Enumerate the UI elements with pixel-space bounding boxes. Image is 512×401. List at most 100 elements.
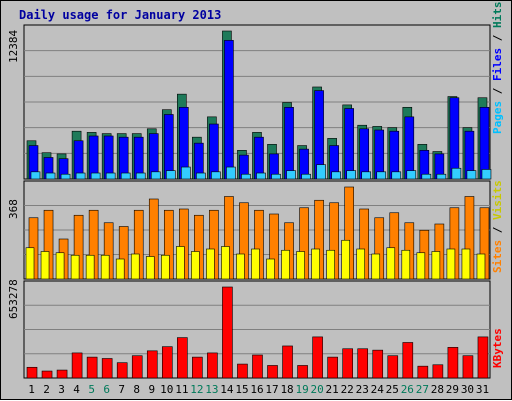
bar-files	[359, 128, 370, 180]
bar-kbytes	[222, 286, 233, 379]
day-label: 4	[73, 383, 80, 396]
bar-kbytes	[402, 342, 414, 379]
bar-kbytes	[161, 346, 173, 379]
bar-visits	[176, 246, 185, 280]
bar-kbytes	[131, 355, 143, 379]
bar-pages	[211, 171, 221, 180]
bar-kbytes	[71, 352, 83, 379]
bar-kbytes	[312, 336, 323, 379]
bar-visits	[115, 258, 125, 280]
bar-visits	[55, 252, 65, 280]
legend-entry: /	[491, 28, 504, 48]
bar-kbytes	[372, 349, 384, 379]
bar-pages	[271, 173, 281, 180]
bar-pages	[286, 170, 296, 180]
bar-visits	[401, 249, 411, 280]
day-label: 27	[416, 383, 429, 396]
bar-kbytes	[56, 369, 68, 379]
bar-pages	[120, 172, 131, 180]
day-label: 20	[311, 383, 324, 396]
bar-kbytes	[86, 356, 98, 379]
legend-entry: /	[491, 220, 504, 240]
bar-visits	[160, 254, 170, 280]
bar-pages	[316, 164, 326, 180]
chart-title: Daily usage for January 2013	[19, 8, 221, 22]
day-label: 15	[235, 383, 248, 396]
bar-files	[163, 114, 174, 180]
bar-visits	[281, 249, 290, 280]
bar-pages	[30, 171, 41, 180]
bar-visits	[85, 254, 95, 280]
bar-pages	[391, 171, 402, 180]
day-label: 13	[205, 383, 218, 396]
day-label: 16	[250, 383, 263, 396]
bar-visits	[251, 248, 260, 280]
bar-visits	[221, 246, 230, 280]
bar-kbytes	[101, 358, 113, 379]
bar-visits	[40, 251, 50, 280]
bar-pages	[376, 171, 387, 180]
bar-kbytes	[252, 354, 263, 379]
bar-kbytes	[282, 345, 293, 379]
bar-kbytes	[207, 352, 218, 379]
day-label: 8	[133, 383, 140, 396]
bar-pages	[165, 170, 176, 180]
bar-pages	[150, 171, 161, 180]
bar-pages	[75, 172, 86, 180]
bar-visits	[145, 256, 155, 280]
day-label: 3	[58, 383, 65, 396]
bar-files	[224, 40, 234, 180]
bar-kbytes	[477, 336, 489, 379]
day-label: 28	[431, 383, 444, 396]
bar-visits	[356, 248, 366, 280]
legend: KBytes	[491, 328, 504, 368]
bar-visits	[100, 254, 110, 280]
bar-kbytes	[146, 350, 158, 379]
bar-visits	[70, 254, 80, 280]
max-label: 653278	[7, 279, 20, 319]
bar-pages	[436, 173, 447, 180]
day-label: 14	[220, 383, 234, 396]
legend-entry: Files	[491, 48, 504, 81]
bar-visits	[371, 253, 381, 280]
bar-files	[88, 135, 99, 180]
bar-kbytes	[237, 363, 248, 379]
bar-pages	[421, 173, 432, 180]
bar-visits	[191, 251, 200, 280]
day-label: 1	[28, 383, 35, 396]
bar-visits	[446, 248, 456, 280]
bar-kbytes	[357, 348, 369, 379]
bar-kbytes	[192, 356, 203, 379]
day-label: 5	[88, 383, 95, 396]
day-label: 2	[43, 383, 50, 396]
day-label: 17	[265, 383, 278, 396]
bar-pages	[196, 172, 206, 180]
bar-pages	[481, 169, 492, 180]
bar-pages	[346, 170, 356, 180]
legend-entry: Hits	[491, 2, 504, 29]
bar-visits	[25, 247, 35, 280]
bar-pages	[135, 172, 146, 180]
bar-kbytes	[26, 366, 38, 379]
bar-files	[344, 108, 354, 180]
bar-files	[404, 116, 415, 180]
bar-visits	[266, 258, 275, 280]
bar-kbytes	[462, 355, 474, 379]
bar-files	[209, 123, 219, 180]
bar-kbytes	[327, 356, 338, 379]
bar-pages	[361, 171, 372, 180]
bar-visits	[311, 248, 320, 280]
bar-kbytes	[387, 355, 399, 379]
bar-files	[103, 135, 114, 180]
day-label: 24	[371, 383, 385, 396]
bar-visits	[386, 247, 396, 280]
bar-visits	[461, 248, 471, 280]
bar-visits	[476, 253, 486, 280]
day-label: 23	[356, 383, 369, 396]
legend-entry: Visits	[491, 180, 504, 220]
max-label: 368	[7, 199, 20, 219]
day-label: 6	[103, 383, 110, 396]
bar-kbytes	[177, 337, 188, 379]
day-label: 29	[446, 383, 459, 396]
